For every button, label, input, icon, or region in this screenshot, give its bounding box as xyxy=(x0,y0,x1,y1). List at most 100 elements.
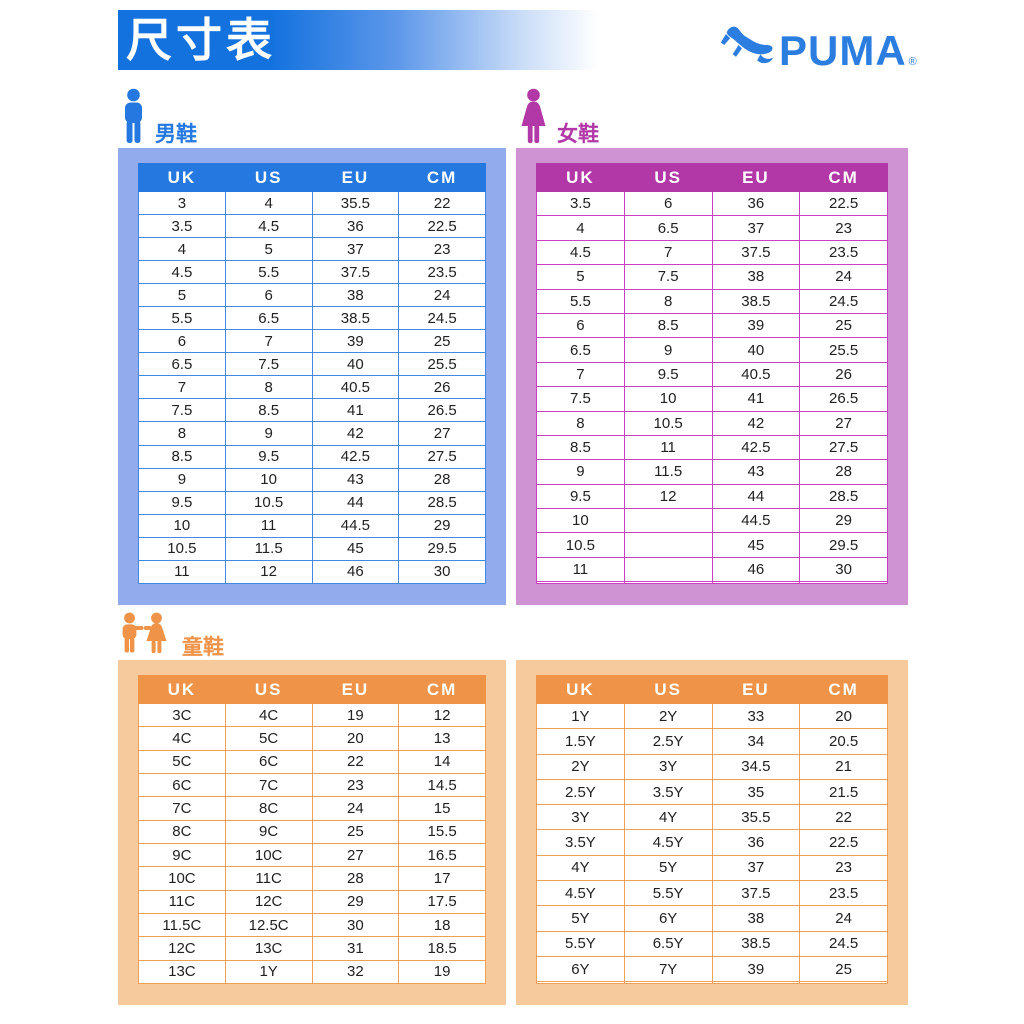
table-row: 8 10.5 42 27 xyxy=(536,410,888,436)
size-cell: 42 xyxy=(711,410,801,436)
size-cell: 25 xyxy=(799,312,888,339)
table-row: 3C 4C 19 12 xyxy=(138,702,486,728)
table-row: 7 8 40.5 26 xyxy=(138,375,486,400)
size-cell: 2Y xyxy=(536,753,625,780)
size-cell: 5.5Y xyxy=(536,930,625,957)
table-row: 7.5 8.5 41 26.5 xyxy=(138,398,486,423)
table-row: 4 6.5 37 23 xyxy=(536,215,888,241)
size-cell: 22.5 xyxy=(799,829,888,856)
size-cell: 9 xyxy=(138,467,226,492)
size-cell: 38.5 xyxy=(711,288,801,314)
size-cell: 5.5 xyxy=(536,288,625,314)
column-header: EU xyxy=(311,163,400,192)
size-cell: 36 xyxy=(711,829,801,856)
size-cell: 30 xyxy=(799,556,888,583)
size-cell: 16.5 xyxy=(398,842,486,868)
column-header: UK xyxy=(536,675,625,704)
puma-logo: PUMA ® xyxy=(720,16,917,72)
size-cell: 41 xyxy=(311,398,400,423)
table-row: 11 12 46 30 xyxy=(138,559,486,585)
size-cell: 9 xyxy=(224,421,313,446)
men-size-table-frame: UK US EU CM 3 4 35.5 22 3.5 4.5 36 22.5 4 5 37 23 4.5 5.5… xyxy=(118,148,506,605)
size-cell: 23.5 xyxy=(799,239,888,266)
size-cell: 38 xyxy=(311,283,400,308)
size-cell: 7 xyxy=(224,329,313,354)
table-row: 1.5Y 2.5Y 34 20.5 xyxy=(536,728,888,755)
size-cell: 45 xyxy=(711,532,801,558)
table-row: 6Y 7Y 39 25 xyxy=(536,955,888,983)
size-cell: 8 xyxy=(138,421,226,446)
size-cell: 2Y xyxy=(623,702,713,730)
size-cell: 8C xyxy=(224,796,313,821)
size-cell: 40.5 xyxy=(311,375,400,400)
registered-trademark-icon: ® xyxy=(908,56,917,68)
table-row: 6.5 7.5 40 25.5 xyxy=(138,352,486,377)
table-row: 13C 1Y 32 19 xyxy=(138,959,486,985)
size-cell xyxy=(623,981,713,984)
size-cell: 21.5 xyxy=(799,778,888,806)
size-cell xyxy=(711,581,801,584)
size-cell: 5Y xyxy=(536,905,625,932)
page-title: 尺寸表 xyxy=(126,14,276,66)
size-cell: 22 xyxy=(311,749,400,774)
size-cell: 30 xyxy=(311,912,400,938)
size-cell: 25.5 xyxy=(398,352,486,377)
size-cell: 46 xyxy=(311,559,400,585)
size-cell: 9 xyxy=(623,337,713,363)
size-cell: 25 xyxy=(799,955,888,983)
size-cell: 23.5 xyxy=(799,880,888,907)
kids-size-table-left: UK US EU CM 3C 4C 19 12 4C 5C 20 13 5C 6C 22 14 6C 7C 23 14… xyxy=(138,675,486,985)
size-cell: 42.5 xyxy=(311,444,400,469)
size-cell: 1.5Y xyxy=(536,728,625,755)
size-cell: 6.5Y xyxy=(623,930,713,957)
size-cell xyxy=(623,508,713,534)
size-cell: 31 xyxy=(311,936,400,961)
column-header: US xyxy=(224,675,313,704)
size-cell: 8 xyxy=(536,410,625,436)
size-cell: 42 xyxy=(311,421,400,446)
kids-size-table-frame-left: UK US EU CM 3C 4C 19 12 4C 5C 20 13 5C 6C 22 14 6C 7C 23 14… xyxy=(118,660,506,1005)
table-row: 3.5 4.5 36 22.5 xyxy=(138,214,486,239)
men-section-label: 男鞋 xyxy=(118,87,197,145)
size-cell: 37.5 xyxy=(711,239,801,266)
kids-section-label: 童鞋 xyxy=(118,611,224,658)
size-cell: 11.5C xyxy=(138,912,226,938)
header-row: UK US EU CM xyxy=(536,675,888,704)
size-cell: 25.5 xyxy=(799,337,888,363)
size-cell: 11 xyxy=(623,434,713,461)
table-row xyxy=(536,981,888,984)
size-cell: 23 xyxy=(398,237,486,262)
size-cell: 5.5 xyxy=(138,306,226,331)
size-cell: 4Y xyxy=(536,854,625,882)
size-cell: 10.5 xyxy=(224,490,313,515)
size-cell: 5 xyxy=(536,264,625,290)
size-cell: 11C xyxy=(138,889,226,914)
size-cell xyxy=(536,581,625,584)
size-cell: 2.5Y xyxy=(623,728,713,755)
table-row: 10.5 11.5 45 29.5 xyxy=(138,536,486,561)
size-cell: 1Y xyxy=(536,702,625,730)
size-cell: 12 xyxy=(398,702,486,728)
size-cell: 12 xyxy=(224,559,313,585)
table-row: 4.5 5.5 37.5 23.5 xyxy=(138,260,486,285)
size-cell: 3.5Y xyxy=(623,778,713,806)
size-cell: 11.5 xyxy=(623,459,713,485)
table-row: 6 8.5 39 25 xyxy=(536,312,888,339)
table-row: 10 44.5 29 xyxy=(536,508,888,534)
table-row: 5 6 38 24 xyxy=(138,283,486,308)
size-cell: 9C xyxy=(224,819,313,844)
table-row: 6C 7C 23 14.5 xyxy=(138,772,486,798)
size-cell: 12.5C xyxy=(224,912,313,938)
size-cell: 24.5 xyxy=(799,930,888,957)
size-cell: 12C xyxy=(224,889,313,914)
size-cell: 3.5Y xyxy=(536,829,625,856)
table-row: 3Y 4Y 35.5 22 xyxy=(536,804,888,831)
kids-size-table-right: UK US EU CM 1Y 2Y 33 20 1.5Y 2.5Y 34 20.5 2Y 3Y 34.5 21… xyxy=(536,675,888,984)
size-cell: 8C xyxy=(138,819,226,844)
size-cell: 4.5 xyxy=(536,239,625,266)
size-cell: 2.5Y xyxy=(536,778,625,806)
size-cell: 24 xyxy=(799,905,888,932)
column-header: EU xyxy=(711,675,801,704)
size-cell: 43 xyxy=(311,467,400,492)
size-cell: 28 xyxy=(799,459,888,485)
